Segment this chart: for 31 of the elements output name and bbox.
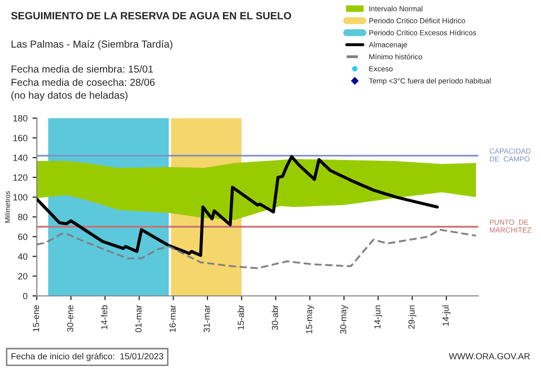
x-tick-label: 29-jun — [408, 305, 416, 329]
x-tick-label: 15-abr — [238, 305, 244, 330]
y-tick-label: 40 — [18, 253, 28, 260]
x-tick-label: 15-ene — [33, 305, 40, 332]
text: Fecha media de cosecha: 28/06 — [12, 78, 155, 86]
chart-subtitle: Las Palmas - Maíz (Siembra Tardía) — [12, 40, 172, 50]
y-tick-label: 0 — [23, 292, 28, 300]
y-tick-label: 180 — [13, 115, 28, 122]
y-tick-label: 100 — [13, 194, 28, 200]
text: WWW.ORA.GOV.AR — [448, 353, 530, 360]
y-tick-label: 160 — [13, 134, 28, 142]
y-tick-label: 80 — [18, 214, 28, 220]
chart-title: SEGUIMIENTO DE LA RESERVA DE AGUA EN EL SUELO — [11, 12, 292, 20]
x-tick-label: 14-jul — [442, 305, 450, 326]
text: Fecha media de siembra: 15/01 — [12, 65, 153, 73]
x-tick-label: 30-ene — [67, 305, 74, 332]
x-tick-label: 14-jun — [374, 305, 382, 329]
y-tick-label: 60 — [18, 234, 28, 240]
y-tick-label: 140 — [13, 154, 28, 161]
x-tick-label: 31-mar — [204, 305, 210, 332]
line-series — [36, 155, 439, 257]
x-tick-label: 14-feb — [100, 305, 108, 330]
text: Fecha de inicio del gráfico: 15/01/2023 — [12, 352, 164, 362]
x-tick-label: 30-abr — [272, 305, 278, 330]
y-tick-label: 120 — [13, 174, 28, 181]
x-tick-label: 30-may — [340, 304, 348, 334]
x-tick-label: 15-may — [306, 304, 314, 334]
text: (no hay datos de heladas) — [11, 91, 128, 101]
y-tick-label: 20 — [18, 273, 28, 280]
x-tick-label: 16-mar — [169, 305, 176, 332]
x-tick-label: 01-mar — [135, 305, 142, 332]
